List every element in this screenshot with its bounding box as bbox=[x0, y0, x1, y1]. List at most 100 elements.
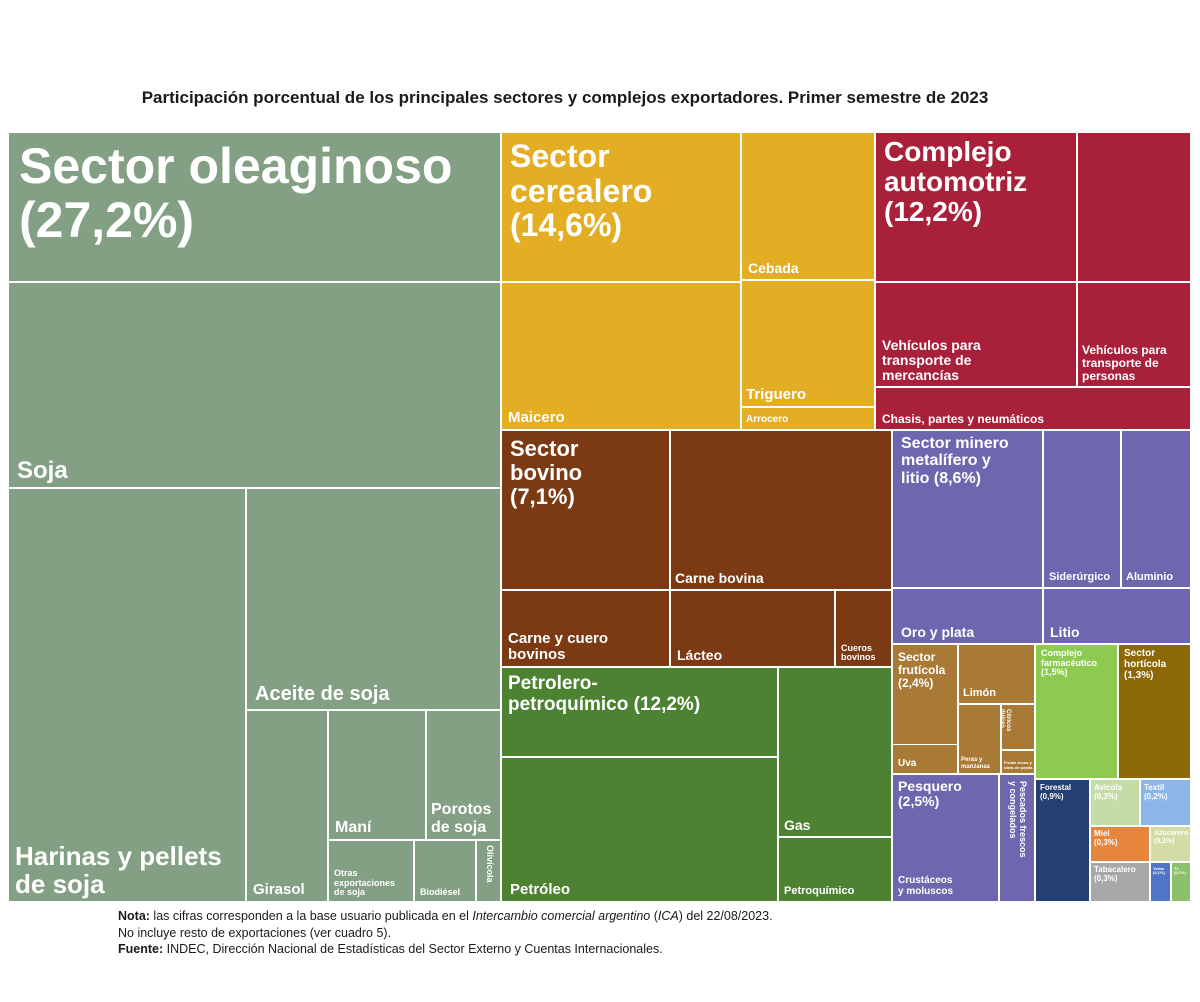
tile-label-automotriz-header: Complejo automotriz (12,2%) bbox=[884, 136, 1027, 228]
tile-vehiculos-mercancias: Vehículos para transporte de mercancías bbox=[875, 282, 1077, 387]
tile-label-line: Forestal bbox=[1040, 783, 1072, 792]
tile-biodiesel: Biodiésel bbox=[414, 840, 476, 902]
tile-label-line: exportaciones bbox=[334, 877, 396, 888]
tile-label-line: de soja bbox=[15, 868, 105, 899]
tile-automotriz-header: Complejo automotriz (12,2%) bbox=[875, 132, 1077, 282]
tile-label-line: transporte de bbox=[882, 351, 972, 368]
tile-label-citricos-dulces: Cítricos dulces bbox=[1002, 709, 1011, 731]
tile-label-line: y congelados bbox=[1008, 781, 1019, 839]
note-line-2: No incluye resto de exportaciones (ver c… bbox=[118, 925, 392, 940]
tile-label-line: Olivícola bbox=[485, 845, 495, 883]
tile-label-azucarero: Azucarero (0,2%) bbox=[1154, 830, 1188, 845]
tile-label-line: Porotos bbox=[431, 801, 492, 819]
tile-label-line: bovinos bbox=[841, 652, 876, 663]
tile-label-bovino-header: Sector bovino (7,1%) bbox=[510, 437, 582, 508]
tile-forestal: Forestal (0,9%) bbox=[1035, 779, 1090, 902]
tile-minero-header: Sector minero metalífero y litio (8,6%) bbox=[892, 430, 1043, 588]
tile-label-line: Sector bbox=[510, 436, 579, 461]
tile-label-line: (14,6%) bbox=[510, 207, 623, 244]
tile-petroleo: Petróleo bbox=[501, 757, 778, 902]
tile-label-line: de soja bbox=[334, 887, 366, 898]
chart-title: Participación porcentual de los principa… bbox=[141, 88, 989, 107]
tile-label-line: Cueros bbox=[841, 642, 873, 653]
tile-crustaceos-moluscos: Crustáceos y moluscos bbox=[892, 774, 999, 902]
tile-label-line: Petroquímico bbox=[784, 885, 855, 898]
tile-oro-plata: Oro y plata bbox=[892, 588, 1043, 644]
tile-label-line: Soja bbox=[17, 457, 68, 485]
tile-citricos-dulces: Cítricos dulces bbox=[1001, 704, 1035, 750]
tile-label-oro-plata: Oro y plata bbox=[901, 624, 974, 640]
tile-label-textil: Textil (0,2%) bbox=[1144, 783, 1168, 801]
tile-label-oleaginoso-header: Sector oleaginoso (27,2%) bbox=[19, 139, 452, 247]
tile-label-vehiculos-mercancias: Vehículos para transporte de mercancías bbox=[882, 337, 981, 383]
tile-label-line: litio (8,6%) bbox=[901, 469, 982, 487]
tile-label-line: y moluscos bbox=[898, 886, 954, 898]
tile-label-pesquero-header: Pesquero (2,5%) bbox=[898, 778, 962, 809]
tile-label-line: Peras y bbox=[961, 757, 983, 764]
tile-label-line: Sector oleaginoso bbox=[19, 138, 453, 194]
tile-miel: Miel (0,3%) bbox=[1090, 826, 1150, 862]
tile-label-line: Pescados frescos bbox=[1018, 781, 1028, 858]
tile-horticola: Sector hortícola (1,3%) bbox=[1118, 644, 1191, 779]
tile-label-petrolero-header: Petrolero-petroquímico (12,2%) bbox=[508, 673, 700, 715]
tile-label-line: Limón bbox=[963, 687, 996, 700]
tile-avicola: Avícola (0,3%) bbox=[1090, 779, 1140, 826]
tile-label-peras-manzanas: Peras y manzanas bbox=[961, 757, 990, 770]
tile-label-line: Harinas y pellets bbox=[15, 840, 222, 871]
tile-label-line: Sector bbox=[898, 650, 936, 664]
tile-label-avicola: Avícola (0,3%) bbox=[1094, 783, 1122, 801]
tile-label-olivicola: Olivícola bbox=[484, 845, 495, 883]
tile-label-line: Crustáceos bbox=[898, 875, 953, 887]
tile-label-harinas-pellets-soja: Harinas y pellets de soja bbox=[15, 842, 222, 898]
tile-label-line: (12,2%) bbox=[884, 196, 983, 228]
tile-label-line: Frutas secas y bbox=[1004, 760, 1032, 766]
tile-label-line: (0,1%) bbox=[1174, 870, 1186, 876]
tile-soja: Soja bbox=[8, 282, 501, 488]
tile-label-line: transporte de bbox=[1082, 356, 1159, 371]
tile-label-mani: Maní bbox=[335, 819, 371, 836]
tile-label-line: Uva bbox=[898, 758, 917, 770]
tile-pesquero-header: Pesquero (2,5%) bbox=[892, 774, 999, 902]
tile-label-chasis-partes-neumaticos: Chasis, partes y neumáticos bbox=[882, 413, 1044, 426]
tile-label-line: (1,5%) bbox=[1041, 667, 1068, 678]
tile-label-line: (1,3%) bbox=[1124, 669, 1154, 681]
tile-label-petroleo: Petróleo bbox=[510, 881, 570, 898]
tile-label-horticola: Sector hortícola (1,3%) bbox=[1124, 648, 1166, 681]
tile-label-line: Arrocero bbox=[746, 414, 789, 426]
tile-label-cerealero-header: Sector cerealero (14,6%) bbox=[510, 139, 652, 243]
tile-label-petroquimico: Petroquímico bbox=[784, 885, 855, 898]
tile-label-line: Siderúrgico bbox=[1049, 571, 1111, 584]
tile-label-line: (0,3%) bbox=[1094, 837, 1118, 847]
tile-aceite-soja: Aceite de soja bbox=[246, 488, 501, 710]
source-line: Fuente: INDEC, Dirección Nacional de Est… bbox=[118, 942, 663, 956]
tile-label-line: (0,9%) bbox=[1040, 791, 1064, 801]
tile-label-cueros-bovinos: Cueros bovinos bbox=[841, 642, 876, 663]
tile-label-line: Sector bbox=[1124, 648, 1156, 659]
tile-label-cebada: Cebada bbox=[748, 260, 799, 276]
tile-yerba-mate: Yerba (0,1%) bbox=[1150, 862, 1171, 902]
tile-label-line: Maicero bbox=[508, 408, 565, 426]
tile-label-line: Carne y cuero bbox=[508, 629, 609, 647]
tile-te: Té (0,1%) bbox=[1171, 862, 1191, 902]
tile-automotriz-top-right bbox=[1077, 132, 1191, 282]
tile-label-forestal: Forestal (0,9%) bbox=[1040, 783, 1072, 801]
tile-otras-exportaciones-soja: Otras exportaciones de soja bbox=[328, 840, 414, 902]
tile-label-yerba-mate: Yerba (0,1%) bbox=[1153, 866, 1165, 876]
tile-label-fruticola-header: Sector frutícola (2,4%) bbox=[898, 651, 945, 690]
tile-label-frutas-secas: Frutas secas y otras de pepita bbox=[1004, 761, 1032, 770]
tile-label-line: Otras bbox=[334, 867, 358, 878]
tile-label-line: de soja bbox=[431, 818, 487, 836]
tile-cueros-bovinos: Cueros bovinos bbox=[835, 590, 892, 667]
tile-label-line: Miel bbox=[1094, 829, 1110, 838]
tile-label-line: mercancías bbox=[882, 366, 960, 383]
tile-label-line: Azucarero bbox=[1154, 830, 1189, 837]
tile-carne-bovina: Carne bovina bbox=[670, 430, 892, 590]
tile-label-tabacalero: Tabacalero (0,3%) bbox=[1094, 865, 1136, 883]
tile-petroquimico: Petroquímico bbox=[778, 837, 892, 902]
tile-label-line: Carne bovina bbox=[675, 569, 764, 586]
tile-label-line: (0,3%) bbox=[1094, 873, 1118, 883]
tile-label-line: Chasis, partes y neumáticos bbox=[882, 412, 1045, 427]
tile-label-line: Tabacalero bbox=[1094, 865, 1136, 874]
tile-label-line: bovino bbox=[510, 459, 583, 485]
